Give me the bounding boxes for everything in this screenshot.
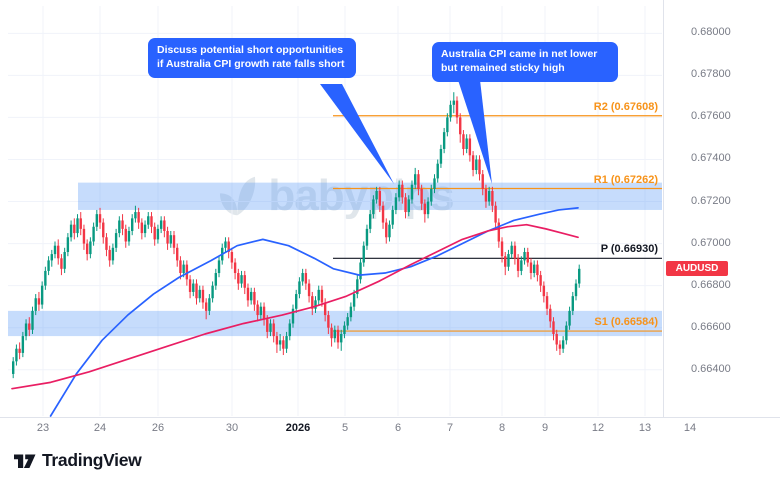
time-tick-label: 30 [225,422,239,434]
price-tick-label: 0.67200 [691,194,731,207]
price-tick-label: 0.68000 [691,26,731,39]
time-tick-label: 7 [446,422,454,434]
price-axis[interactable]: AUDUSD 0.68000 0.67800 0.67600 0.67400 0.672… [663,0,780,417]
annotation-note-short-opportunities[interactable]: Discuss potential short opportunities if… [148,38,356,78]
babypips-watermark: babypips [216,171,455,221]
time-tick-label: 6 [394,422,402,434]
babypips-leaf-icon [219,176,256,216]
time-tick-label: 26 [151,422,165,434]
time-axis[interactable]: 23 24 26 30 2026 5 6 7 8 9 12 13 14 [0,417,780,439]
time-tick-label: 8 [498,422,506,434]
time-tick-label: 2026 [285,422,311,434]
price-chart-canvas[interactable] [0,0,780,438]
watermark-text: babypips [268,171,454,220]
time-tick-label: 12 [591,422,605,434]
price-tick-label: 0.67600 [691,110,731,123]
annotation-text: Discuss potential short opportunities if… [157,44,345,70]
time-tick-label: 13 [638,422,652,434]
time-tick-label: 24 [93,422,107,434]
price-tick-label: 0.67400 [691,152,731,165]
annotation-text: Australia CPI came in net lower but rema… [441,48,598,74]
tradingview-logo[interactable]: TradingView [12,450,142,472]
tradingview-logo-icon [14,454,36,468]
time-tick-label: 5 [341,422,349,434]
price-tick-label: 0.66400 [691,362,731,375]
annotation-note-cpi-result[interactable]: Australia CPI came in net lower but rema… [432,42,618,82]
time-tick-label: 14 [683,422,697,434]
price-tick-label: 0.67800 [691,68,731,81]
time-tick-label: 23 [36,422,50,434]
price-tick-label: 0.66600 [691,320,731,333]
time-tick-label: 9 [541,422,549,434]
symbol-price-badge: AUDUSD [666,260,728,276]
price-tick-label: 0.67000 [691,236,731,249]
tradingview-wordmark: TradingView [42,450,142,470]
footer: TradingView [0,438,780,483]
price-tick-label: 0.66800 [691,278,731,291]
